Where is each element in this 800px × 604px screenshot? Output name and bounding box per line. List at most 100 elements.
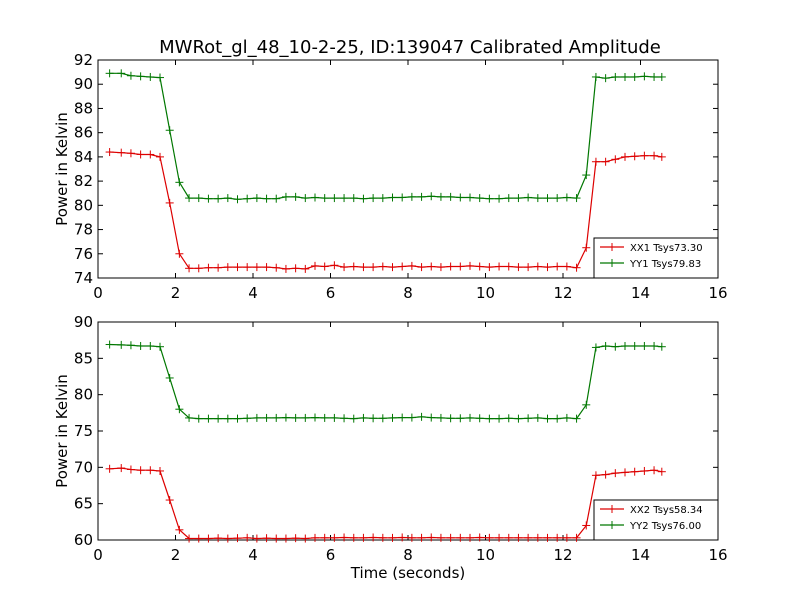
series-line <box>109 343 662 420</box>
data-point <box>621 468 629 477</box>
data-point <box>378 414 387 423</box>
data-point <box>436 533 445 542</box>
data-point <box>272 534 281 543</box>
data-point <box>398 193 407 202</box>
data-point <box>466 533 474 542</box>
data-point <box>330 194 339 203</box>
data-point <box>572 533 581 542</box>
legend-entry: XX1 Tsys73.30 <box>600 243 703 254</box>
data-point <box>533 262 542 271</box>
data-point <box>369 263 378 272</box>
x-tick-label: 8 <box>403 546 413 564</box>
data-point <box>514 263 523 272</box>
data-point <box>330 261 339 270</box>
data-point <box>214 414 223 423</box>
data-point <box>262 413 271 422</box>
data-point <box>291 413 300 422</box>
data-point <box>611 342 620 351</box>
data-point <box>136 72 145 81</box>
data-point <box>165 496 174 505</box>
data-point <box>369 414 378 423</box>
data-point <box>233 195 242 204</box>
data-point <box>204 534 213 543</box>
data-point <box>446 533 455 542</box>
x-tick-label: 12 <box>553 546 572 564</box>
data-point <box>359 263 368 272</box>
data-point <box>281 534 290 543</box>
data-point <box>485 194 494 203</box>
data-point <box>281 192 290 201</box>
data-point <box>572 194 581 203</box>
data-point <box>175 405 184 414</box>
y-tick-label: 74 <box>74 269 93 287</box>
series-line <box>109 151 662 270</box>
x-tick-label: 4 <box>248 284 258 302</box>
data-point <box>640 72 649 81</box>
data-point <box>388 263 397 272</box>
data-point <box>262 194 271 203</box>
data-point <box>514 194 523 203</box>
data-point <box>320 413 329 422</box>
y-tick-label: 92 <box>74 51 93 69</box>
y-tick-label: 65 <box>74 495 93 513</box>
data-point <box>214 263 223 272</box>
data-point <box>185 534 194 543</box>
x-tick-label: 16 <box>708 546 727 564</box>
series-2 <box>105 69 666 204</box>
data-point <box>349 262 358 271</box>
y-tick-label: 82 <box>74 172 93 190</box>
data-point <box>640 341 649 350</box>
data-point <box>582 400 591 409</box>
data-point <box>233 263 242 272</box>
data-point <box>105 464 114 473</box>
data-point <box>233 414 242 423</box>
data-point <box>650 466 659 475</box>
data-point <box>252 263 261 272</box>
data-point <box>553 262 562 271</box>
y-axis-label: Power in Kelvin <box>53 112 71 226</box>
data-point <box>417 192 426 201</box>
data-point <box>398 533 407 542</box>
data-point <box>485 414 494 423</box>
data-point <box>427 262 436 271</box>
data-point <box>349 533 358 542</box>
data-point <box>146 341 155 350</box>
data-point <box>194 264 203 273</box>
data-point <box>446 262 455 271</box>
x-tick-label: 8 <box>403 284 413 302</box>
data-point <box>349 194 358 203</box>
data-point <box>340 263 349 272</box>
data-point <box>252 413 261 422</box>
legend: XX1 Tsys73.30 YY1 Tsys79.83 <box>593 237 719 279</box>
x-tick-label: 16 <box>708 284 727 302</box>
data-point <box>562 533 571 542</box>
data-point <box>466 261 474 270</box>
data-point <box>621 341 629 350</box>
y-tick-label: 85 <box>74 349 93 367</box>
data-point <box>388 193 397 202</box>
x-tick-label: 0 <box>93 284 103 302</box>
legend-label: XX1 Tsys73.30 <box>630 243 703 254</box>
data-point <box>252 194 261 203</box>
data-point <box>126 149 135 158</box>
x-tick-label: 6 <box>326 284 336 302</box>
x-axis-label: Time (seconds) <box>350 564 466 582</box>
data-point <box>117 148 126 157</box>
data-point <box>562 193 571 202</box>
x-tick-label: 2 <box>171 546 181 564</box>
series-2 <box>105 340 666 423</box>
data-point <box>436 263 445 272</box>
data-point <box>504 194 513 203</box>
data-point <box>165 373 174 382</box>
data-point <box>359 533 368 542</box>
data-point <box>456 414 465 423</box>
data-point <box>378 194 387 203</box>
chart-panel-2: 0 2 4 6 8 10 12 14 16 60 65 70 75 80 85 90 Power in Kelv… <box>53 313 728 582</box>
series-line <box>109 467 662 540</box>
data-point <box>136 466 145 475</box>
data-point <box>117 69 126 78</box>
data-point <box>630 72 639 81</box>
data-point <box>311 261 319 270</box>
x-tick-label: 10 <box>476 284 495 302</box>
data-point <box>126 71 135 80</box>
